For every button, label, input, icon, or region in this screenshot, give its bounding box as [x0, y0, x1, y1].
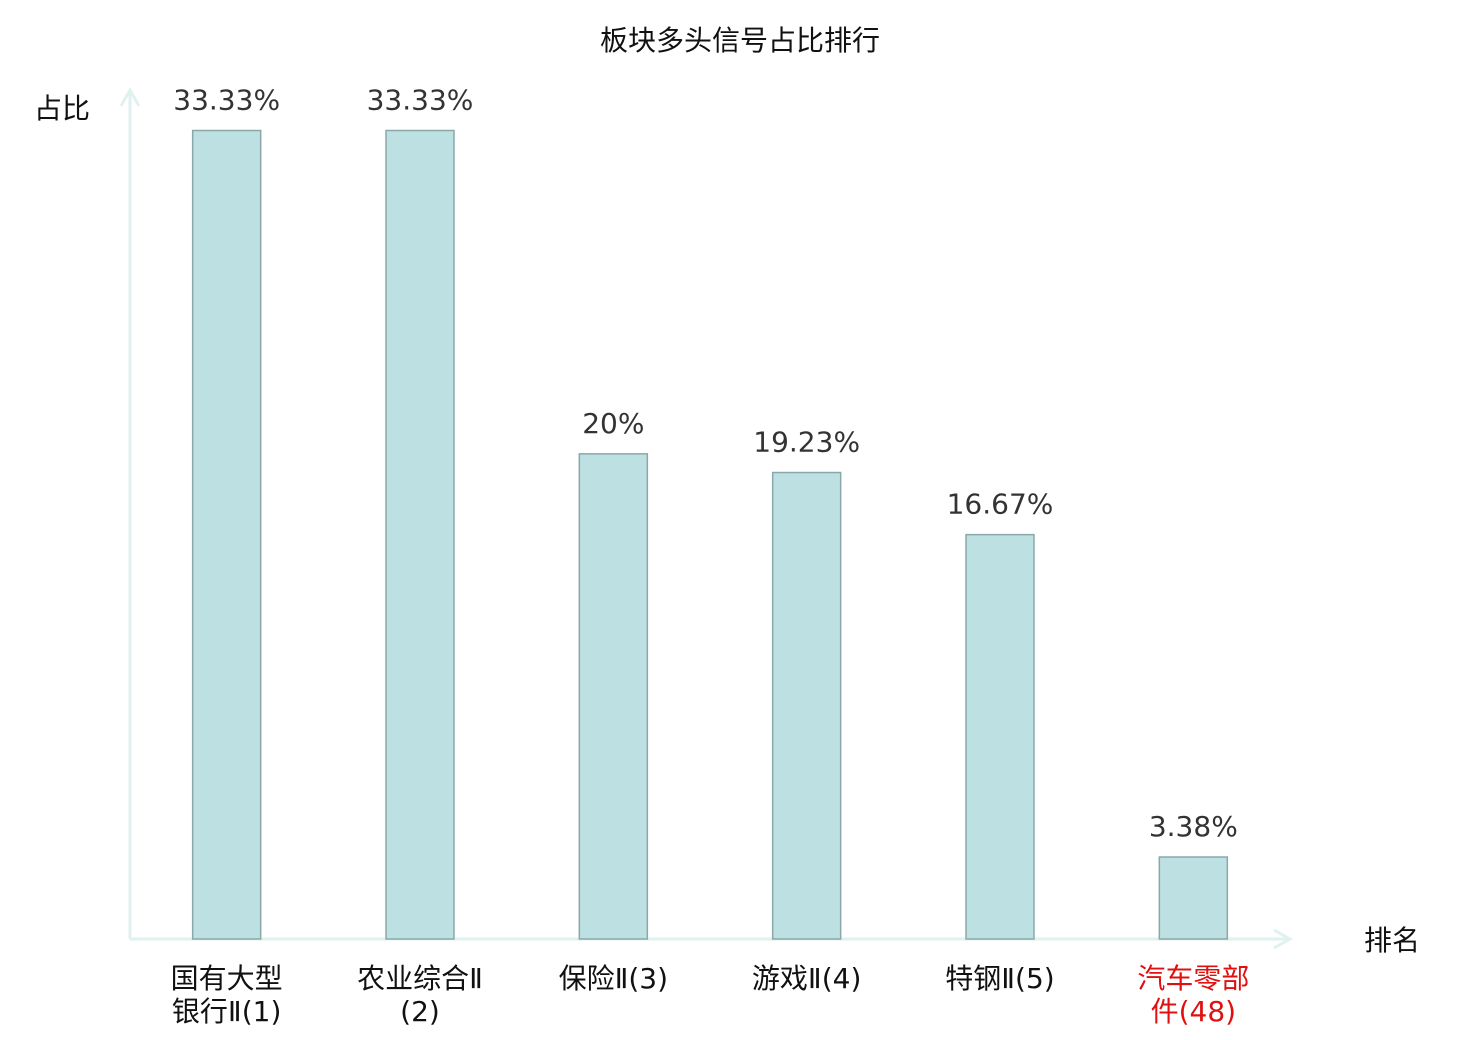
bar [191, 129, 262, 940]
bar [771, 471, 842, 940]
y-axis-label: 占比 [34, 92, 90, 125]
y-axis-arrow [119, 86, 141, 107]
x-tick-label: 汽车零部件(48) [1137, 962, 1250, 1028]
bar [965, 533, 1035, 940]
x-tick-label: 保险Ⅱ(3) [558, 962, 669, 995]
x-tick-label: 特钢Ⅱ(5) [945, 962, 1055, 995]
x-tick-label: 国有大型银行Ⅱ(1) [170, 962, 283, 1028]
bar [578, 453, 649, 940]
value-label: 33.33% [367, 84, 474, 117]
bar [1158, 856, 1229, 940]
bar [385, 129, 455, 940]
value-label: 19.23% [753, 426, 860, 459]
chart-title: 板块多头信号占比排行 [600, 24, 880, 57]
value-label: 20% [582, 407, 644, 440]
x-axis-label: 排名 [1364, 924, 1420, 957]
x-axis-arrow [1273, 928, 1294, 950]
x-tick-label: 农业综合Ⅱ(2) [357, 962, 483, 1028]
value-label: 33.33% [173, 84, 280, 117]
x-tick-label: 游戏Ⅱ(4) [751, 962, 862, 995]
value-label: 3.38% [1149, 810, 1238, 843]
value-label: 16.67% [947, 488, 1054, 521]
